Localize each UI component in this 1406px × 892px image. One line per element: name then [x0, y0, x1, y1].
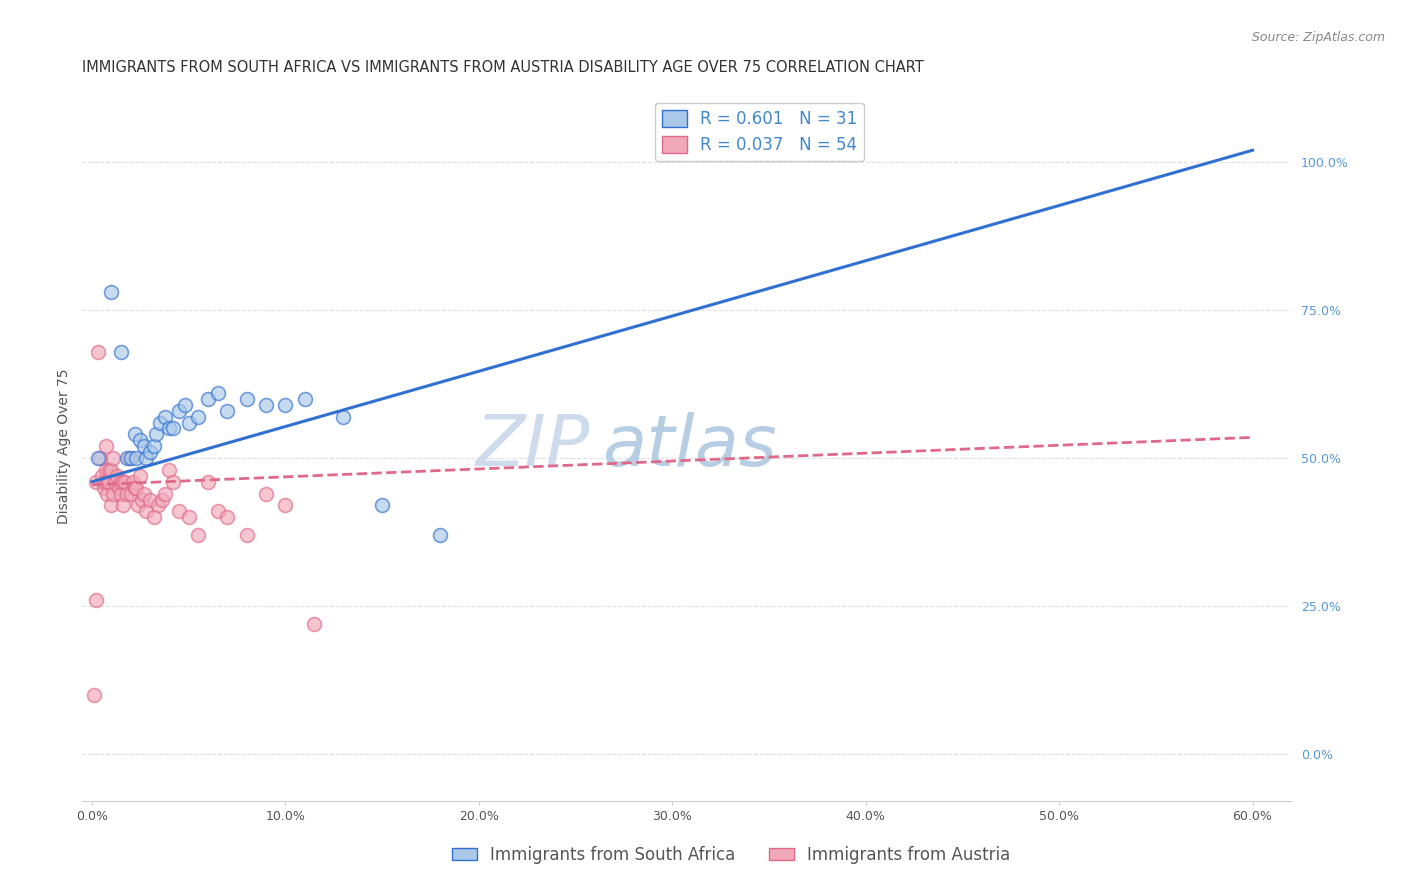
Point	[100, 463, 122, 477]
Point	[94, 439, 117, 453]
Point	[187, 409, 209, 424]
Point	[177, 416, 200, 430]
Point	[235, 528, 257, 542]
Point	[93, 481, 115, 495]
Point	[274, 398, 297, 412]
Point	[124, 427, 146, 442]
Point	[87, 344, 110, 359]
Point	[96, 475, 118, 489]
Point	[121, 475, 143, 489]
Point	[124, 481, 146, 495]
Point	[142, 510, 165, 524]
Point	[167, 504, 190, 518]
Point	[157, 463, 180, 477]
Point	[207, 504, 229, 518]
Point	[110, 475, 132, 489]
Point	[173, 398, 195, 412]
Point	[103, 451, 125, 466]
Point	[108, 481, 131, 495]
Y-axis label: Disability Age Over 75: Disability Age Over 75	[58, 368, 72, 524]
Legend: Immigrants from South Africa, Immigrants from Austria: Immigrants from South Africa, Immigrants…	[446, 839, 1017, 871]
Point	[103, 486, 125, 500]
Point	[118, 451, 141, 466]
Point	[115, 451, 138, 466]
Text: atlas: atlas	[602, 412, 776, 481]
Point	[93, 475, 115, 489]
Point	[84, 475, 107, 489]
Point	[187, 528, 209, 542]
Point	[217, 403, 239, 417]
Point	[115, 486, 138, 500]
Point	[110, 344, 132, 359]
Point	[167, 403, 190, 417]
Point	[197, 475, 219, 489]
Point	[146, 499, 169, 513]
Legend: R = 0.601   N = 31, R = 0.037   N = 54: R = 0.601 N = 31, R = 0.037 N = 54	[655, 103, 863, 161]
Point	[162, 475, 184, 489]
Point	[150, 492, 173, 507]
Point	[139, 492, 162, 507]
Point	[120, 486, 142, 500]
Point	[110, 486, 132, 500]
Point	[96, 486, 118, 500]
Text: Source: ZipAtlas.com: Source: ZipAtlas.com	[1251, 31, 1385, 45]
Point	[139, 445, 162, 459]
Point	[87, 451, 110, 466]
Point	[120, 451, 142, 466]
Text: IMMIGRANTS FROM SOUTH AFRICA VS IMMIGRANTS FROM AUSTRIA DISABILITY AGE OVER 75 C: IMMIGRANTS FROM SOUTH AFRICA VS IMMIGRAN…	[83, 60, 924, 75]
Point	[197, 392, 219, 406]
Point	[129, 434, 152, 448]
Point	[105, 468, 128, 483]
Point	[155, 486, 177, 500]
Point	[98, 463, 121, 477]
Point	[127, 499, 149, 513]
Point	[100, 499, 122, 513]
Point	[177, 510, 200, 524]
Point	[371, 499, 394, 513]
Point	[94, 463, 117, 477]
Point	[149, 416, 172, 430]
Point	[332, 409, 354, 424]
Point	[90, 468, 112, 483]
Point	[254, 486, 277, 500]
Point	[157, 421, 180, 435]
Point	[274, 499, 297, 513]
Point	[131, 492, 153, 507]
Point	[129, 468, 152, 483]
Point	[155, 409, 177, 424]
Point	[111, 499, 134, 513]
Point	[135, 451, 157, 466]
Point	[304, 616, 326, 631]
Point	[125, 451, 148, 466]
Point	[89, 451, 111, 466]
Text: ZIP: ZIP	[475, 412, 591, 481]
Point	[162, 421, 184, 435]
Point	[254, 398, 277, 412]
Point	[114, 475, 136, 489]
Point	[235, 392, 257, 406]
Point	[83, 688, 105, 702]
Point	[135, 504, 157, 518]
Point	[142, 439, 165, 453]
Point	[294, 392, 316, 406]
Point	[104, 475, 127, 489]
Point	[84, 593, 107, 607]
Point	[134, 486, 156, 500]
Point	[207, 386, 229, 401]
Point	[111, 475, 134, 489]
Point	[134, 439, 156, 453]
Point	[100, 285, 122, 300]
Point	[145, 427, 167, 442]
Point	[429, 528, 451, 542]
Point	[125, 481, 148, 495]
Point	[98, 475, 121, 489]
Point	[217, 510, 239, 524]
